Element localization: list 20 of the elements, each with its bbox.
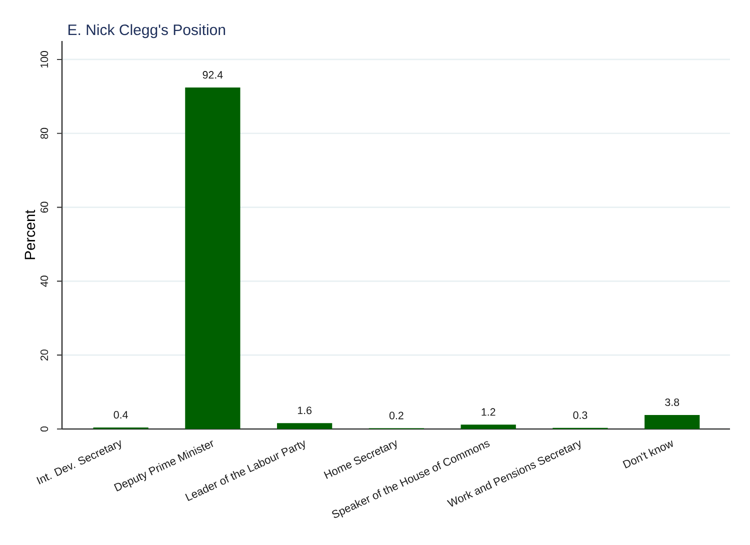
data-label: 92.4: [202, 71, 223, 79]
y-axis-title: Percent: [24, 210, 36, 260]
data-label: 1.6: [298, 406, 312, 414]
bar: [277, 423, 332, 429]
data-label: 0.4: [114, 411, 128, 419]
y-tick-label: 40: [40, 276, 48, 287]
data-label: 3.8: [665, 398, 680, 406]
y-tick-label: 0: [40, 426, 48, 432]
x-tick-label: Don't know: [622, 440, 673, 468]
y-tick-label: 100: [40, 50, 48, 68]
chart-title: E. Nick Clegg's Position: [68, 24, 226, 38]
data-label: 0.3: [573, 411, 588, 419]
bar: [185, 88, 240, 429]
data-label: 0.2: [389, 412, 404, 420]
bar: [460, 424, 516, 429]
bar: [644, 414, 700, 429]
data-label: 1.2: [482, 408, 496, 416]
y-tick-label: 80: [40, 128, 48, 139]
y-tick-label: 60: [40, 202, 48, 213]
y-tick-label: 20: [40, 350, 48, 360]
